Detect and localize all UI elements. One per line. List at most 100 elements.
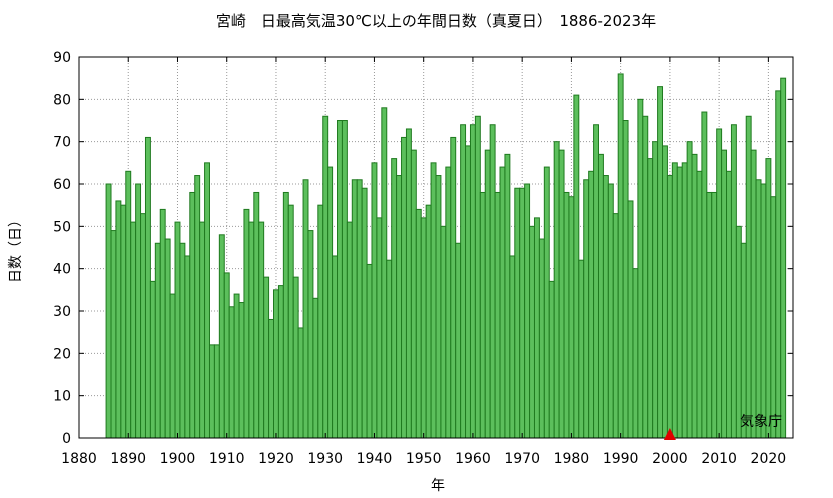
bar-1908: [213, 344, 220, 439]
bar-1923: [287, 204, 294, 439]
y-tick-label: 50: [53, 219, 71, 235]
bar-1979: [563, 191, 570, 439]
bar-1892: [135, 183, 142, 439]
bar-1933: [337, 120, 343, 439]
x-axis-ticks: 1880 1890 1900 1910 1920 1930 1940 1950 1960 1970…: [61, 57, 786, 467]
bar-1912: [233, 293, 240, 439]
bar-1945: [396, 175, 403, 439]
bar-1928: [312, 297, 319, 439]
credit-label: 気象庁: [740, 414, 782, 430]
bar-1922: [282, 191, 289, 439]
bar-1952: [430, 162, 437, 439]
y-tick-label: 0: [62, 431, 71, 447]
bar-2017: [750, 149, 757, 439]
bar-1963: [484, 149, 491, 439]
bar-1887: [110, 230, 117, 439]
bars: [105, 73, 787, 439]
bar-1889: [120, 204, 127, 439]
bar-2016: [745, 115, 752, 439]
bar-1886: [105, 183, 112, 439]
bar-2021: [770, 196, 777, 439]
bar-1994: [637, 98, 644, 439]
bar-1996: [647, 158, 654, 439]
x-tick-label: 1880: [61, 451, 97, 467]
bar-2013: [730, 124, 737, 439]
bar-1957: [455, 242, 462, 439]
bar-1967: [504, 153, 511, 439]
bar-1964: [489, 124, 496, 439]
bar-1980: [568, 196, 575, 439]
bar-1997: [652, 141, 659, 439]
x-tick-label: 1970: [504, 451, 540, 467]
bar-1951: [425, 204, 432, 439]
bar-1940: [371, 162, 378, 439]
bar-1988: [607, 183, 614, 439]
x-tick-label: 1890: [110, 451, 146, 467]
bar-2002: [676, 166, 683, 439]
bar-1977: [553, 141, 560, 439]
bar-2010: [716, 128, 723, 439]
bar-2011: [721, 149, 728, 439]
bar-1901: [179, 242, 186, 439]
bar-1906: [204, 162, 210, 439]
bar-1947: [405, 128, 412, 439]
bar-1970: [519, 187, 526, 439]
bar-1904: [194, 175, 201, 439]
y-axis-label: 日数（日）: [8, 213, 24, 283]
bar-2019: [760, 183, 767, 439]
bar-1897: [159, 208, 166, 439]
bar-1991: [622, 120, 629, 439]
bar-1925: [297, 327, 304, 439]
x-tick-label: 1930: [307, 451, 343, 467]
bar-1983: [583, 179, 590, 439]
bar-1992: [627, 200, 634, 439]
bar-1946: [401, 136, 407, 439]
bar-2007: [701, 111, 708, 439]
bar-1954: [440, 225, 447, 439]
bar-1918: [263, 276, 270, 439]
bar-1891: [130, 221, 137, 439]
bar-1948: [410, 149, 417, 439]
bar-1939: [366, 263, 373, 439]
y-tick-label: 20: [53, 346, 71, 362]
x-tick-label: 1990: [603, 451, 639, 467]
bar-1968: [509, 255, 516, 439]
bar-1895: [149, 280, 156, 439]
y-tick-label: 80: [53, 92, 71, 108]
bar-1916: [253, 191, 260, 439]
bar-2014: [735, 225, 742, 439]
bar-1986: [597, 153, 604, 439]
bar-1910: [223, 272, 230, 439]
bar-1993: [632, 268, 639, 439]
bar-1890: [125, 170, 132, 439]
bar-1937: [356, 179, 363, 439]
x-tick-label: 1900: [160, 451, 196, 467]
bar-1976: [548, 280, 555, 439]
bar-1984: [588, 170, 595, 439]
bar-2004: [686, 141, 693, 439]
bar-1981: [573, 94, 580, 439]
bar-1896: [154, 242, 161, 439]
x-tick-label: 2000: [652, 451, 688, 467]
bar-1985: [593, 124, 599, 439]
plot-frame: [78, 56, 794, 439]
bar-1903: [189, 191, 196, 439]
bar-1898: [164, 238, 171, 439]
bar-1978: [558, 149, 565, 439]
bar-2008: [706, 191, 713, 439]
bar-1941: [376, 217, 383, 439]
bar-1931: [327, 166, 334, 439]
bar-2009: [711, 191, 718, 439]
bar-1921: [277, 285, 284, 439]
bar-1932: [332, 255, 339, 439]
bar-1990: [617, 73, 624, 439]
bar-1915: [248, 221, 255, 439]
bar-1907: [208, 344, 215, 439]
bar-2000: [666, 175, 673, 439]
bar-1950: [420, 217, 427, 439]
bar-1995: [642, 115, 649, 439]
bar-1989: [612, 213, 619, 439]
bar-1962: [479, 191, 486, 439]
y-tick-label: 40: [53, 262, 71, 278]
y-tick-label: 10: [53, 389, 71, 405]
